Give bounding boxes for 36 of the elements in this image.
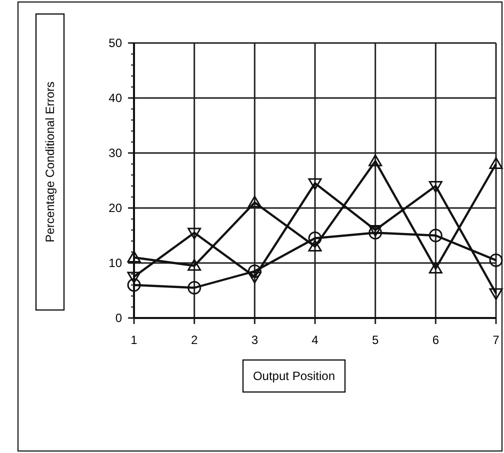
y-tick-label: 40 xyxy=(108,91,122,106)
y-tick-label: 0 xyxy=(115,311,122,326)
x-tick-label: 2 xyxy=(190,333,198,347)
x-tick-label: 6 xyxy=(432,333,440,347)
x-tick-label: 1 xyxy=(130,333,138,347)
x-tick-label: 5 xyxy=(372,333,379,347)
point xyxy=(428,262,442,274)
y-tick-label: 30 xyxy=(108,146,122,160)
point xyxy=(368,225,382,237)
point xyxy=(489,254,503,267)
point xyxy=(368,154,382,166)
point xyxy=(248,196,262,208)
y-axis-title: Percentage Conditional Errors xyxy=(43,82,57,242)
point xyxy=(428,228,442,242)
point xyxy=(248,272,262,284)
point xyxy=(248,264,262,278)
x-tick-label: 7 xyxy=(492,333,500,347)
point xyxy=(368,226,382,240)
point xyxy=(188,281,202,294)
x-axis-title: Output Position xyxy=(252,369,336,383)
point xyxy=(308,240,322,252)
point xyxy=(308,232,322,245)
x-tick-label: 3 xyxy=(251,333,258,347)
point xyxy=(127,272,141,284)
y-tick-label: 10 xyxy=(108,256,122,270)
y-tick-label: 20 xyxy=(108,201,122,216)
point xyxy=(489,288,503,300)
point xyxy=(308,178,322,190)
point xyxy=(188,259,202,271)
point xyxy=(188,228,202,240)
point xyxy=(489,157,503,169)
y-tick-label: 50 xyxy=(108,36,122,50)
x-tick-label: 4 xyxy=(312,333,319,347)
point xyxy=(127,250,141,262)
point xyxy=(428,181,442,193)
point xyxy=(127,278,141,292)
